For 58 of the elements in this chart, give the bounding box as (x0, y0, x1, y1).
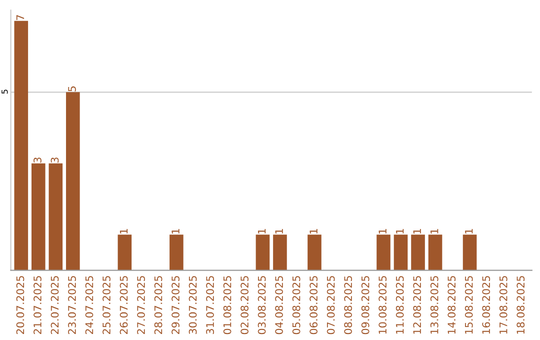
data-label: 1 (310, 229, 318, 234)
x-tick-label: 18.08.2025 (516, 276, 525, 334)
bar (462, 234, 477, 270)
x-tick-label: 08.08.2025 (344, 276, 352, 334)
data-label: 7 (16, 15, 24, 20)
x-tick-label: 03.08.2025 (258, 276, 266, 334)
bar (32, 163, 46, 270)
x-tick-label: 13.08.2025 (430, 276, 438, 334)
bar (118, 234, 132, 270)
x-tick-label: 30.07.2025 (188, 276, 197, 334)
data-label: 1 (465, 229, 473, 234)
x-tick-label: 09.08.2025 (361, 276, 370, 334)
bar (273, 234, 287, 270)
data-label: 1 (413, 229, 421, 234)
data-label: 1 (258, 229, 266, 234)
x-tick-label: 31.07.2025 (206, 276, 214, 334)
x-tick-label: 15.08.2025 (464, 276, 473, 334)
x-tick-label: 17.08.2025 (499, 276, 508, 334)
x-tick-label: 02.08.2025 (240, 276, 248, 334)
x-tick-label: 27.07.2025 (137, 276, 145, 334)
x-tick-label: 28.07.2025 (154, 276, 162, 334)
x-tick-label: 12.08.2025 (413, 276, 422, 334)
x-tick-label: 24.07.2025 (85, 276, 94, 334)
data-label: 3 (34, 158, 42, 163)
x-tick-label: 05.08.2025 (292, 276, 300, 334)
data-label: 1 (378, 229, 386, 234)
data-label: 1 (275, 229, 283, 234)
data-label: 5 (68, 86, 76, 92)
bar (428, 234, 442, 270)
x-tick-label: 22.07.2025 (50, 276, 59, 334)
bar (308, 234, 322, 270)
bar (394, 234, 408, 270)
data-label: 1 (430, 229, 438, 234)
data-label: 1 (396, 229, 404, 234)
x-tick-label: 29.07.2025 (172, 276, 180, 334)
x-tick-label: 23.07.2025 (68, 276, 76, 334)
bar (411, 234, 425, 270)
x-tick-label: 01.08.2025 (223, 276, 232, 334)
bar (376, 234, 390, 270)
x-tick-label: 04.08.2025 (275, 276, 283, 334)
bar (48, 163, 63, 270)
x-tick-label: 11.08.2025 (396, 276, 404, 334)
bar (256, 234, 270, 270)
x-tick-label: 21.07.2025 (34, 276, 42, 334)
x-tick-label: 20.07.2025 (16, 276, 24, 334)
x-tick-label: 26.07.2025 (120, 276, 128, 334)
x-tick-label: 25.07.2025 (102, 276, 110, 334)
data-label: 1 (120, 229, 128, 234)
x-tick-label: 10.08.2025 (378, 276, 387, 334)
data-label: 3 (50, 158, 59, 163)
x-tick-label: 06.08.2025 (310, 276, 318, 334)
x-tick-label: 16.08.2025 (482, 276, 490, 334)
x-tick-label: 07.08.2025 (326, 276, 335, 334)
data-label: 1 (172, 229, 180, 234)
x-tick-label: 14.08.2025 (448, 276, 456, 334)
bar (66, 92, 80, 270)
bar (170, 234, 184, 270)
bar (14, 20, 28, 270)
